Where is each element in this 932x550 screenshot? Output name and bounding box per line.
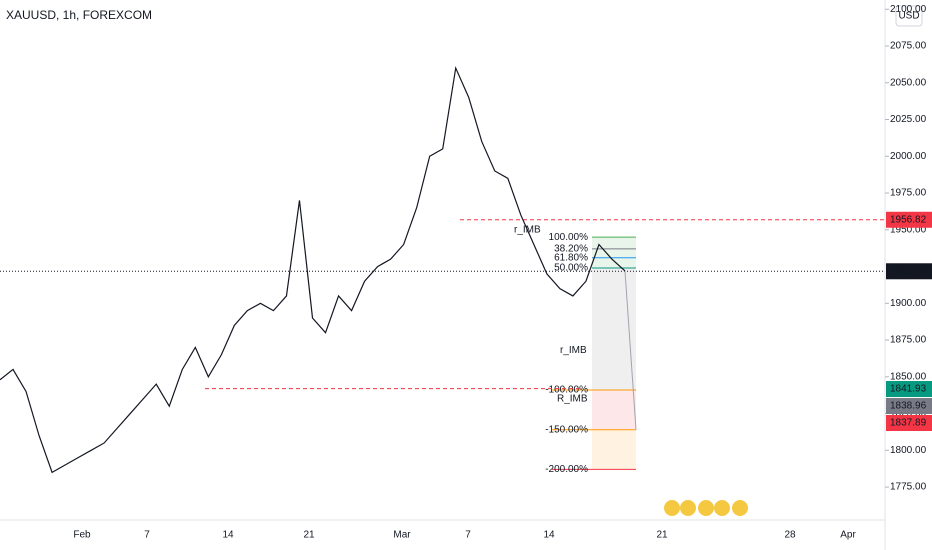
projection-arrow: [624, 271, 637, 430]
chart-title: XAUUSD, 1h, FOREXCOM: [6, 8, 152, 22]
fib-label: -100.00%: [545, 385, 588, 396]
fib-label: -150.00%: [545, 424, 588, 435]
x-tick-label: 21: [303, 530, 315, 541]
x-tick-label: Mar: [393, 530, 411, 541]
currency-button[interactable]: [895, 5, 923, 27]
price-badge-label: 1837.89: [890, 418, 927, 429]
price-badge: [886, 211, 932, 228]
imbalance-label: R_IMB: [557, 393, 588, 404]
price-badge: [886, 398, 932, 414]
x-tick-label: 21: [656, 530, 668, 541]
price-badge-label: 1838.96: [890, 401, 927, 412]
y-tick-label: 2025.00: [890, 114, 927, 125]
x-tick-label: Apr: [840, 530, 856, 541]
price-badge-label: 1841.93: [890, 384, 927, 395]
fib-label: 38.20%: [554, 244, 588, 255]
event-icon[interactable]: [680, 500, 696, 516]
fib-zone: [592, 429, 636, 470]
fib-zone: [592, 390, 636, 430]
event-icon[interactable]: [698, 500, 714, 516]
fib-label: -200.00%: [545, 464, 588, 475]
y-tick-label: 1875.00: [890, 335, 927, 346]
fib-zone: [592, 237, 636, 269]
currency-label[interactable]: USD: [898, 11, 919, 22]
y-tick-label: 2000.00: [890, 151, 927, 162]
fib-label: 61.80%: [554, 252, 588, 263]
price-badge: [886, 415, 932, 431]
y-tick-label: 2050.00: [890, 77, 927, 88]
price-badge-label: 1956.82: [890, 214, 927, 225]
fib-label: 100.00%: [549, 232, 589, 243]
y-tick-label: 1800.00: [890, 445, 927, 456]
event-icon[interactable]: [664, 500, 680, 516]
y-tick-label: 1775.00: [890, 482, 927, 493]
y-tick-label: 2100.00: [890, 4, 927, 15]
plot: 100.00%38.20%61.80%50.00% -100.00% -150.00…: [0, 65, 885, 475]
event-icon[interactable]: [732, 500, 748, 516]
fib-label: 50.00%: [554, 263, 588, 274]
x-tick-label: 28: [784, 530, 796, 541]
x-tick-label: 7: [465, 530, 471, 541]
y-tick-label: 1950.00: [890, 224, 927, 235]
x-tick-label: 14: [543, 530, 555, 541]
price-badge: [886, 263, 932, 280]
y-tick-label: 1850.00: [890, 371, 927, 382]
event-icon[interactable]: [714, 500, 730, 516]
x-tick-label: 14: [222, 530, 234, 541]
price-line: [0, 65, 626, 474]
event-icons: [664, 500, 748, 516]
y-tick-label: 1900.00: [890, 298, 927, 309]
imbalance-label: r_IMB: [560, 345, 587, 356]
price-badge-label: 1921.78: [890, 266, 927, 277]
price-badge: [886, 381, 932, 397]
x-tick-label: 7: [144, 530, 150, 541]
y-tick-label: 2075.00: [890, 41, 927, 52]
y-tick-label: 1975.00: [890, 188, 927, 199]
x-tick-label: Feb: [73, 530, 91, 541]
